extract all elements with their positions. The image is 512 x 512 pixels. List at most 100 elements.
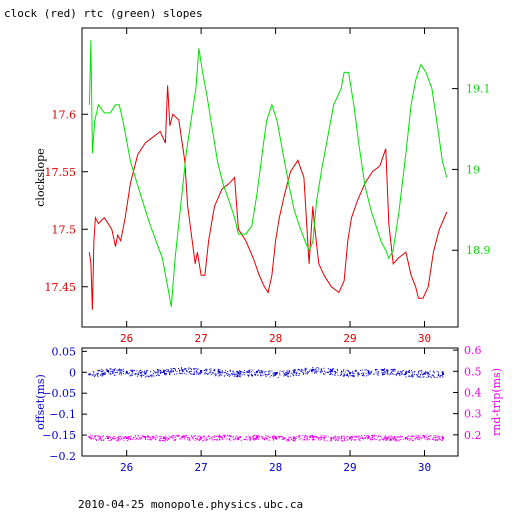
rnd-trip-scatter-dot bbox=[275, 436, 277, 438]
offset-scatter-dot bbox=[292, 370, 294, 372]
rnd-trip-scatter-dot bbox=[212, 439, 214, 441]
offset-scatter-dot bbox=[241, 374, 243, 376]
rnd-trip-scatter-dot bbox=[158, 439, 160, 441]
offset-scatter-dot bbox=[101, 368, 103, 370]
rnd-trip-scatter-dot bbox=[249, 436, 251, 438]
rnd-trip-scatter-dot bbox=[336, 436, 338, 438]
offset-scatter-dot bbox=[297, 369, 299, 371]
offset-scatter-dot bbox=[112, 371, 114, 373]
rnd-trip-scatter-dot bbox=[105, 436, 107, 437]
rnd-trip-scatter-dot bbox=[273, 439, 274, 441]
offset-point bbox=[367, 371, 370, 374]
rnd-trip-scatter-dot bbox=[347, 438, 349, 440]
rnd-trip-scatter-dot bbox=[163, 438, 165, 440]
offset-scatter-dot bbox=[405, 370, 407, 372]
rnd-trip-scatter-dot bbox=[293, 435, 295, 437]
rnd-trip-scatter-dot bbox=[352, 438, 354, 440]
rnd-trip-scatter-dot bbox=[165, 440, 166, 442]
rnd-trip-scatter-dot bbox=[337, 436, 339, 438]
rnd-trip-scatter-dot bbox=[116, 439, 118, 441]
offset-scatter-dot bbox=[330, 369, 332, 371]
rnd-trip-scatter-dot bbox=[380, 436, 382, 438]
rnd-trip-scatter-dot bbox=[237, 437, 239, 439]
rnd-trip-point bbox=[200, 437, 203, 439]
offset-scatter-dot bbox=[312, 366, 314, 368]
offset-x-tick-label: 29 bbox=[343, 461, 356, 474]
rnd-trip-scatter-dot bbox=[199, 435, 201, 437]
offset-scatter-dot bbox=[189, 371, 191, 373]
rnd-trip-scatter-dot bbox=[153, 435, 155, 437]
rnd-trip-scatter-dot bbox=[118, 438, 120, 440]
offset-scatter-dot bbox=[397, 370, 399, 372]
offset-scatter-dot bbox=[257, 370, 259, 372]
offset-scatter-dot bbox=[329, 370, 331, 372]
offset-scatter-dot bbox=[127, 373, 129, 375]
offset-scatter-dot bbox=[261, 370, 263, 371]
rnd-trip-scatter-dot bbox=[152, 437, 154, 439]
offset-scatter-dot bbox=[145, 372, 147, 374]
offset-scatter-dot bbox=[296, 374, 298, 376]
rnd-trip-scatter-dot bbox=[179, 438, 181, 440]
rnd-trip-scatter-dot bbox=[180, 437, 181, 439]
offset-point bbox=[181, 369, 184, 372]
rnd-trip-scatter-dot bbox=[233, 438, 235, 440]
offset-scatter-dot bbox=[353, 373, 354, 375]
rnd-trip-scatter-dot bbox=[189, 439, 191, 441]
offset-scatter-dot bbox=[248, 375, 249, 377]
offset-scatter-dot bbox=[401, 373, 403, 375]
rnd-trip-scatter-dot bbox=[358, 438, 360, 440]
rnd-trip-scatter-dot bbox=[178, 435, 180, 436]
offset-scatter-dot bbox=[148, 376, 150, 377]
rnd-trip-scatter-dot bbox=[318, 439, 319, 441]
offset-scatter-dot bbox=[255, 373, 257, 375]
rnd-trip-scatter-dot bbox=[354, 436, 356, 438]
rnd-trip-scatter-dot bbox=[421, 438, 423, 440]
rnd-trip-scatter-dot bbox=[250, 439, 252, 441]
offset-scatter-dot bbox=[100, 371, 102, 372]
rnd-trip-scatter-dot bbox=[437, 435, 439, 437]
rnd-trip-scatter-dot bbox=[279, 437, 280, 439]
rnd-trip-scatter-dot bbox=[376, 438, 378, 440]
offset-scatter-dot bbox=[190, 371, 192, 372]
offset-scatter-dot bbox=[114, 372, 116, 374]
offset-scatter-dot bbox=[219, 372, 221, 374]
rnd-trip-scatter-dot bbox=[334, 436, 336, 437]
rnd-trip-scatter-dot bbox=[384, 437, 385, 438]
rnd-trip-scatter-dot bbox=[432, 437, 434, 438]
offset-axes: 26 27 28 29 30 −0.2 −0.15 −0.1 −0.05 0 0.05 0.2 0.3 0… bbox=[42, 344, 481, 474]
rnd-trip-scatter-dot bbox=[127, 438, 129, 440]
rnd-trip-scatter-dot bbox=[284, 438, 286, 440]
offset-scatter-dot bbox=[219, 374, 220, 376]
offset-scatter-dot bbox=[204, 370, 206, 372]
offset-scatter-dot bbox=[355, 369, 357, 371]
offset-scatter-dot bbox=[210, 368, 212, 370]
offset-scatter-dot bbox=[258, 369, 260, 371]
offset-scatter-dot bbox=[264, 374, 266, 376]
offset-scatter-dot bbox=[287, 373, 289, 375]
rnd-trip-scatter-dot bbox=[304, 435, 306, 436]
rnd-trip-scatter-dot bbox=[327, 436, 329, 438]
rnd-trip-scatter-dot bbox=[186, 437, 188, 439]
offset-scatter-dot bbox=[339, 375, 341, 377]
offset-scatter-dot bbox=[410, 375, 412, 377]
rnd-trip-scatter-dot bbox=[202, 436, 204, 438]
rnd-trip-scatter-dot bbox=[123, 440, 125, 442]
offset-scatter-dot bbox=[346, 373, 348, 375]
rnd-trip-scatter-dot bbox=[160, 435, 162, 437]
rnd-trip-scatter-dot bbox=[379, 435, 381, 437]
rnd-trip-scatter-dot bbox=[295, 438, 297, 440]
offset-scatter-dot bbox=[298, 368, 300, 370]
offset-scatter-dot bbox=[327, 371, 329, 373]
offset-scatter-dot bbox=[223, 375, 225, 377]
offset-y-tick-label: 0 bbox=[69, 366, 76, 379]
rnd-trip-scatter-dot bbox=[276, 436, 278, 438]
rnd-trip-scatter-dot bbox=[335, 439, 336, 441]
offset-scatter-dot bbox=[387, 373, 389, 375]
rnd-trip-scatter-dot bbox=[435, 437, 437, 439]
rnd-trip-scatter-dot bbox=[436, 439, 437, 441]
offset-scatter-dot bbox=[201, 372, 203, 374]
rnd-trip-scatter-dot bbox=[365, 437, 367, 438]
rnd-trip-scatter-dot bbox=[291, 439, 293, 441]
offset-scatter-dot bbox=[237, 375, 239, 376]
rnd-trip-scatter-dot bbox=[341, 437, 343, 439]
